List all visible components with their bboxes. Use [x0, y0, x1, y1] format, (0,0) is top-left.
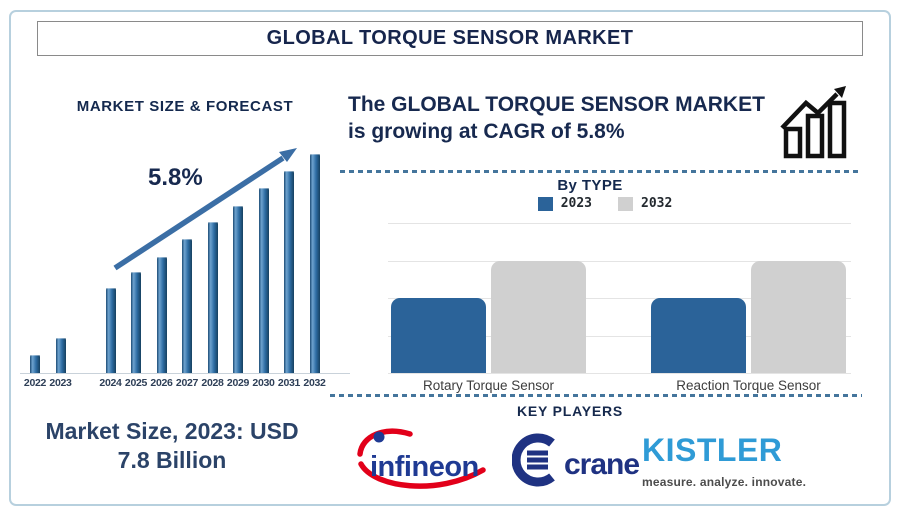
cagr-trend-arrow-icon — [113, 148, 297, 271]
forecast-year-label: 2022 — [23, 377, 47, 389]
bytype-legend: 2023 2032 — [348, 196, 862, 211]
kistler-logo: KISTLER measure. analyze. innovate. — [642, 432, 852, 489]
dashed-divider-bottom — [330, 394, 862, 397]
headline-line2: is growing at CAGR of 5.8% — [348, 120, 625, 143]
forecast-year-label: 2025 — [124, 377, 148, 389]
forecast-bar — [233, 206, 243, 373]
forecast-bar — [207, 222, 218, 373]
forecast-bar — [55, 338, 66, 373]
legend-label: 2032 — [641, 196, 673, 211]
growth-chart-icon — [780, 86, 847, 159]
forecast-year-label: 2024 — [99, 377, 122, 389]
forecast-year-label: 2028 — [201, 377, 224, 389]
title-box: GLOBAL TORQUE SENSOR MARKET — [37, 21, 863, 56]
forecast-bar — [309, 154, 320, 373]
forecast-bar — [182, 239, 192, 373]
gridline — [388, 298, 851, 299]
legend-item: 2032 — [618, 196, 672, 211]
forecast-bar — [131, 272, 141, 373]
forecast-year-label: 2032 — [303, 377, 326, 389]
forecast-bar — [284, 171, 294, 373]
bytype-category-label: Reaction Torque Sensor — [676, 378, 821, 393]
legend-swatch-2032 — [618, 196, 633, 211]
forecast-bar — [258, 188, 269, 373]
crane-logo: crane — [512, 433, 640, 487]
forecast-year-label: 2026 — [150, 377, 173, 389]
forecast-chart-title: MARKET SIZE & FORECAST — [76, 98, 294, 115]
bytype-title: By TYPE — [557, 177, 623, 194]
forecast-year-label: 2030 — [252, 377, 275, 389]
gridline — [388, 260, 851, 262]
bytype-bar-2023 — [391, 298, 486, 373]
bytype-bar-2023 — [651, 298, 746, 373]
forecast-bar — [105, 288, 116, 373]
dashed-divider-top — [340, 170, 862, 173]
forecast-year-label: 2027 — [175, 377, 199, 389]
crane-c-icon — [512, 433, 555, 487]
crane-wordmark: crane — [564, 448, 639, 481]
forecast-year-label: 2023 — [49, 377, 72, 389]
forecast-year-label: 2031 — [277, 377, 301, 389]
page-title: GLOBAL TORQUE SENSOR MARKET — [266, 27, 634, 49]
forecast-chart: 2022 2023 2024 2025 2026 2027 2028 2029 2030 2031… — [20, 130, 355, 400]
infineon-dot-icon — [373, 431, 385, 443]
bytype-bar-2032 — [751, 260, 846, 373]
market-size-note-line1: Market Size, 2023: USD — [45, 418, 299, 444]
headline-line1: The GLOBAL TORQUE SENSOR MARKET — [348, 93, 765, 116]
market-size-note: Market Size, 2023: USD 7.8 Billion — [12, 417, 332, 475]
forecast-bar — [30, 355, 40, 373]
infineon-wordmark: infineon — [370, 451, 479, 483]
market-size-note-line2: 7.8 Billion — [117, 447, 227, 473]
forecast-bar — [156, 257, 167, 373]
bytype-plot-area: Rotary Torque Sensor Reaction Torque Sens… — [388, 223, 851, 393]
bytype-category-label: Rotary Torque Sensor — [422, 378, 555, 393]
outer-border-frame — [9, 10, 891, 506]
legend-label: 2023 — [560, 196, 592, 211]
gridline — [388, 223, 851, 224]
kistler-tagline: measure. analyze. innovate. — [642, 475, 807, 489]
legend-swatch-2023 — [537, 196, 553, 211]
kistler-wordmark: KISTLER — [642, 432, 783, 468]
infineon-logo: infineon — [357, 428, 486, 489]
cagr-label: 5.8% — [148, 164, 203, 191]
legend-item: 2023 — [537, 196, 592, 211]
gridline — [388, 335, 851, 337]
keyplayers-title: KEY PLAYERS — [516, 403, 624, 419]
forecast-plot-area — [20, 130, 350, 374]
forecast-year-label: 2029 — [226, 377, 250, 389]
bytype-bar-2032 — [491, 260, 586, 373]
headline: The GLOBAL TORQUE SENSOR MARKET is growi… — [348, 91, 788, 145]
gridline — [388, 373, 851, 374]
